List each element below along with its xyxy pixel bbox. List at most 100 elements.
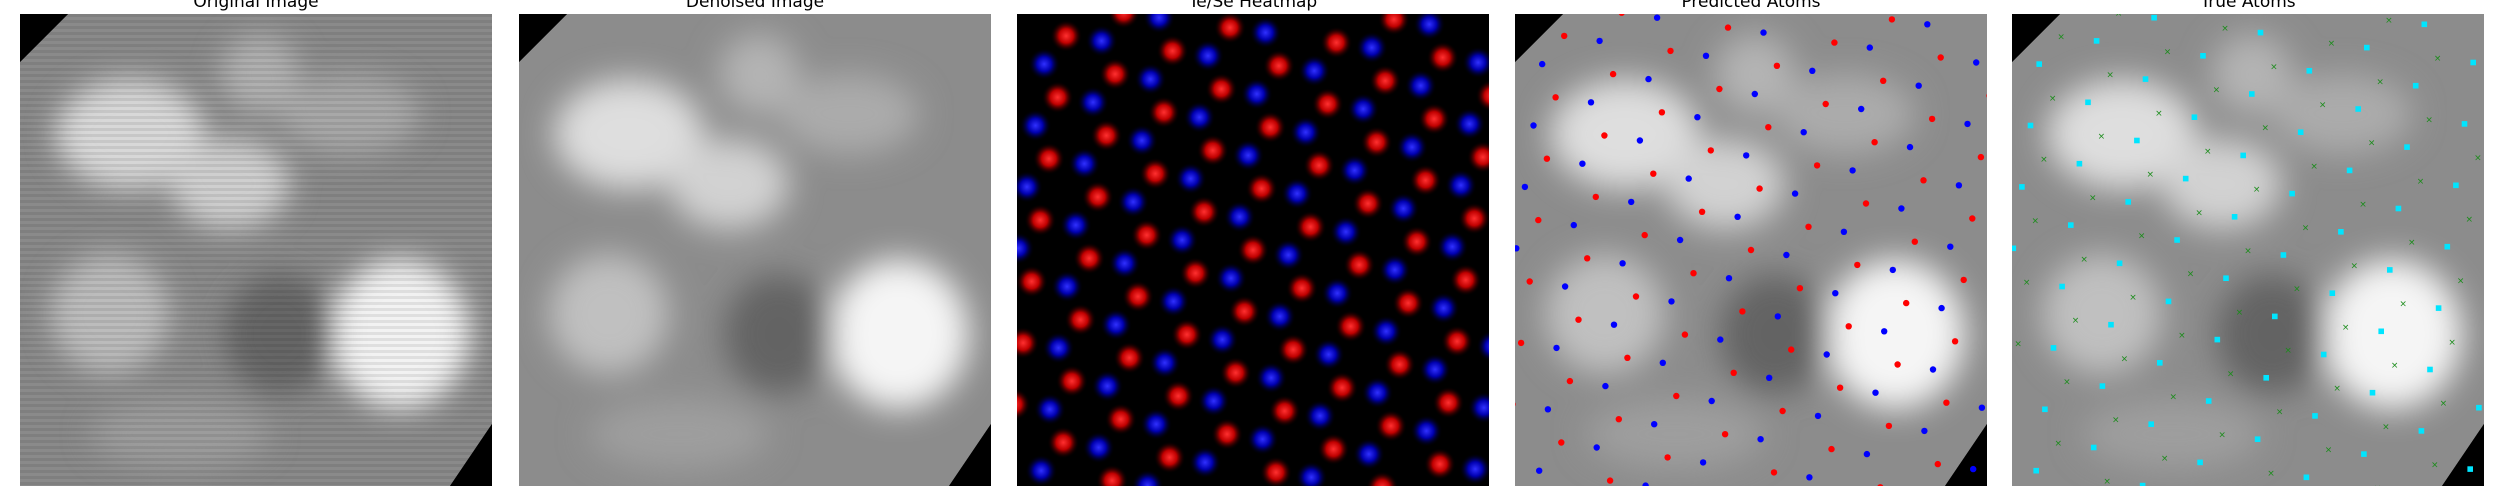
heatmap-se-spot bbox=[1410, 414, 1443, 447]
predicted-se-atom bbox=[1955, 182, 1963, 189]
true-te-atom-marker: × bbox=[2012, 401, 2013, 411]
predicted-se-atom bbox=[1783, 251, 1790, 259]
predicted-te-atom bbox=[1854, 261, 1861, 269]
heatmap-se-spot bbox=[1174, 162, 1207, 195]
heatmap-te-spot bbox=[1432, 386, 1465, 419]
true-te-atom-marker: × bbox=[2302, 223, 2310, 233]
true-te-atom-marker: × bbox=[2425, 115, 2433, 125]
predicted-se-atom bbox=[1659, 359, 1666, 366]
heatmap-se-spot bbox=[1042, 331, 1075, 364]
predicted-te-atom bbox=[1779, 407, 1786, 415]
true-te-atom-marker: × bbox=[2483, 92, 2484, 102]
predicted-te-atom bbox=[1609, 70, 1617, 78]
true-se-atom-marker bbox=[2395, 205, 2402, 212]
heatmap-te-spot bbox=[1441, 325, 1474, 358]
true-se-atom-marker bbox=[2036, 61, 2042, 67]
true-te-atom-marker: × bbox=[2040, 155, 2048, 165]
heatmap-se-spot bbox=[1051, 270, 1084, 303]
heatmap-se-spot bbox=[1148, 346, 1181, 379]
true-te-atom-marker: × bbox=[2385, 16, 2393, 26]
heatmap-te-spot bbox=[1188, 195, 1221, 228]
predicted-se-atom bbox=[1809, 67, 1816, 74]
heatmap-se-spot bbox=[1444, 169, 1477, 202]
heatmap-te-spot bbox=[1317, 433, 1350, 466]
predicted-se-atom bbox=[1685, 175, 1692, 182]
predicted-te-atom bbox=[1561, 32, 1568, 40]
heatmap-te-spot bbox=[1418, 102, 1451, 135]
heatmap-se-spot bbox=[1017, 170, 1043, 203]
original-image bbox=[20, 14, 492, 486]
heatmap-te-spot bbox=[1254, 111, 1287, 144]
predicted-se-atom bbox=[1602, 382, 1609, 390]
heatmap-se-spot bbox=[1240, 78, 1273, 110]
true-te-atom-marker: × bbox=[2457, 276, 2465, 286]
heatmap-te-spot bbox=[1139, 157, 1172, 190]
true-se-atom-marker bbox=[2421, 21, 2428, 28]
true-se-atom-marker bbox=[2361, 451, 2367, 457]
true-te-atom-marker: × bbox=[2333, 384, 2341, 394]
te-se-heatmap bbox=[1017, 14, 1489, 486]
heatmap-se-spot bbox=[1091, 370, 1124, 403]
predicted-te-atom bbox=[1730, 369, 1737, 376]
heatmap-te-spot bbox=[1107, 14, 1140, 29]
predicted-te-atom bbox=[1664, 454, 1671, 461]
heatmap-te-spot bbox=[1466, 141, 1489, 174]
true-te-atom-marker: × bbox=[2328, 39, 2336, 49]
predicted-se-atom bbox=[1651, 421, 1658, 428]
true-te-atom-marker: × bbox=[2244, 247, 2252, 257]
heatmap-se-spot bbox=[1192, 39, 1224, 72]
heatmap-te-spot bbox=[1294, 210, 1327, 243]
predicted-se-atom bbox=[1636, 137, 1644, 144]
true-se-atom-marker bbox=[2249, 91, 2255, 97]
predicted-te-atom bbox=[1903, 299, 1910, 307]
true-te-atom-marker: × bbox=[2213, 86, 2221, 96]
true-te-atom-marker: × bbox=[2253, 185, 2261, 195]
predicted-te-atom bbox=[1606, 477, 1614, 484]
predicted-se-atom bbox=[1645, 75, 1652, 83]
panel-title: Te/Se Heatmap bbox=[1188, 0, 1318, 12]
predicted-se-atom bbox=[1757, 436, 1764, 443]
predicted-se-atom bbox=[1964, 120, 1971, 128]
heatmap-se-spot bbox=[1467, 391, 1489, 424]
predicted-se-atom bbox=[1881, 328, 1888, 335]
predicted-atoms-image bbox=[1515, 14, 1987, 486]
true-te-atom-marker: × bbox=[2319, 101, 2327, 111]
panel-title: Predicted Atoms bbox=[1681, 0, 1821, 12]
predicted-te-atom bbox=[1552, 94, 1559, 101]
heatmap-se-spot bbox=[1378, 253, 1411, 286]
predicted-se-atom bbox=[1743, 152, 1750, 159]
heatmap-te-spot bbox=[1392, 287, 1425, 320]
predicted-te-atom bbox=[1601, 132, 1608, 139]
true-te-atom-marker: × bbox=[2155, 109, 2163, 119]
heatmap-se-spot bbox=[1281, 177, 1314, 210]
heatmap-te-spot bbox=[1237, 234, 1269, 266]
predicted-te-atom bbox=[1673, 392, 1680, 400]
true-te-atom-marker: × bbox=[2466, 215, 2474, 225]
predicted-te-atom bbox=[1618, 14, 1625, 16]
heatmap-se-spot bbox=[1085, 24, 1118, 57]
heatmap-te-spot bbox=[1303, 149, 1336, 182]
heatmap-te-spot bbox=[1320, 26, 1353, 59]
predicted-se-atom bbox=[1725, 275, 1733, 282]
heatmap-se-spot bbox=[1347, 93, 1380, 125]
true-se-atom-marker bbox=[2214, 336, 2221, 343]
true-se-atom-marker bbox=[2346, 167, 2353, 174]
true-te-atom-marker: × bbox=[2382, 422, 2390, 432]
true-te-atom-marker: × bbox=[2359, 200, 2367, 210]
predicted-se-atom bbox=[1561, 283, 1569, 290]
heatmap-te-spot bbox=[1081, 180, 1114, 213]
true-te-atom-marker: × bbox=[2374, 484, 2382, 486]
predicted-te-atom bbox=[1632, 293, 1640, 300]
true-te-atom-marker: × bbox=[2129, 293, 2137, 303]
heatmap-se-spot bbox=[1289, 116, 1322, 149]
true-se-atom-marker bbox=[2329, 290, 2336, 296]
heatmap-te-spot bbox=[1334, 310, 1367, 343]
heatmap-te-spot bbox=[1366, 471, 1399, 486]
predicted-te-atom bbox=[1977, 153, 1985, 161]
heatmap-se-spot bbox=[1321, 277, 1354, 310]
predicted-se-atom bbox=[1596, 37, 1603, 45]
predicted-se-atom bbox=[1774, 313, 1781, 320]
true-se-atom-marker bbox=[2174, 237, 2180, 243]
predicted-se-atom bbox=[1858, 105, 1865, 113]
true-te-atom-marker: × bbox=[2106, 71, 2114, 81]
